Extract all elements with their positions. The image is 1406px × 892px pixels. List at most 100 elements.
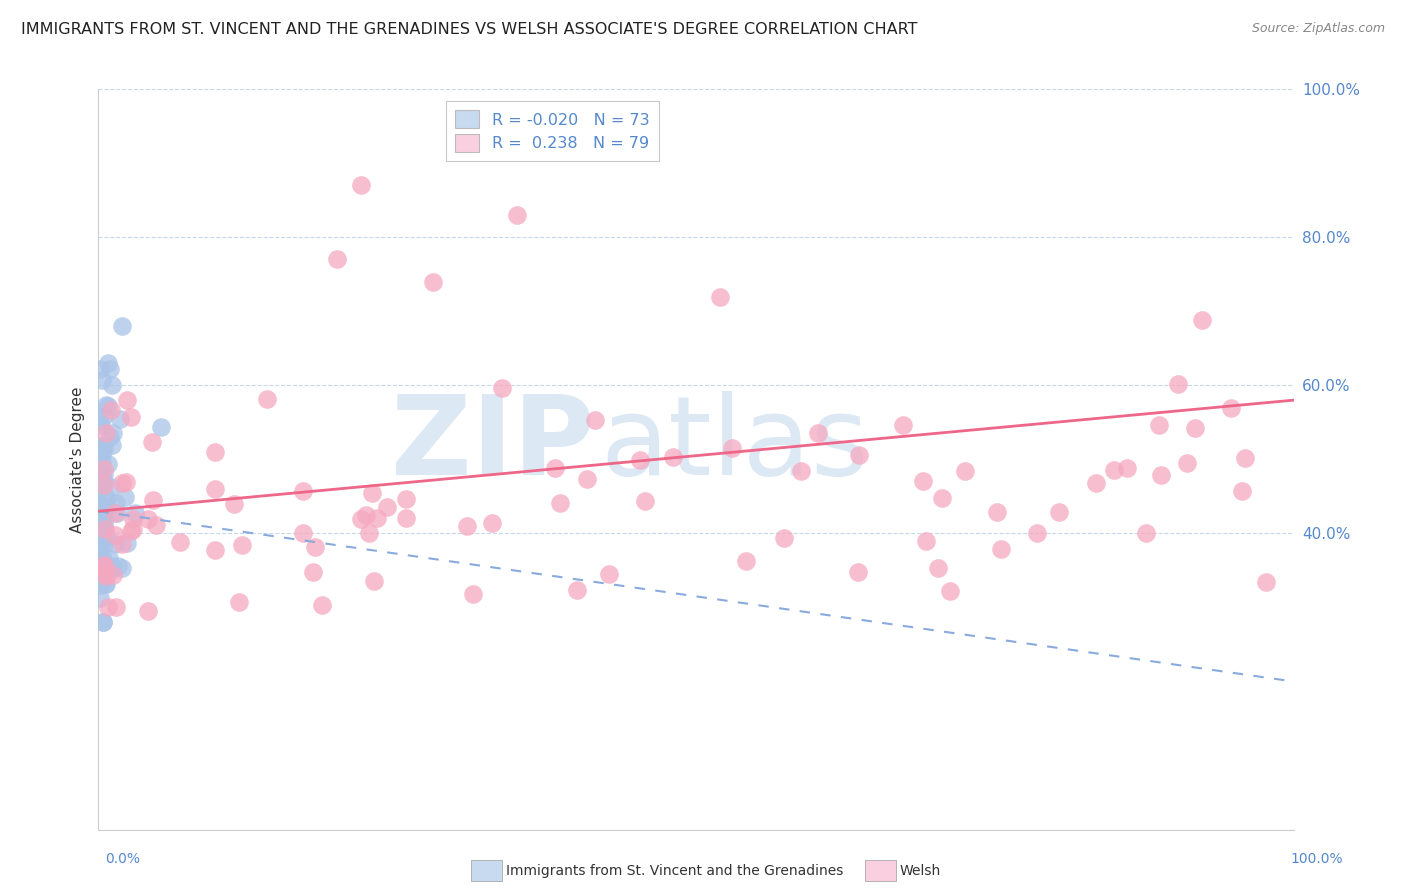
Point	[96, 425, 118, 440]
Point	[94, 569, 117, 583]
Point	[891, 417, 914, 432]
Point	[91, 444, 114, 458]
Point	[1191, 313, 1213, 327]
Point	[363, 574, 385, 589]
Point	[90, 533, 112, 547]
Point	[89, 518, 111, 533]
Point	[97, 356, 120, 370]
Point	[231, 538, 253, 552]
Point	[598, 566, 620, 581]
Point	[375, 500, 398, 515]
Point	[94, 490, 117, 504]
Point	[100, 559, 122, 574]
Point	[120, 409, 142, 424]
Point	[93, 538, 115, 552]
Point	[94, 398, 117, 412]
Point	[104, 506, 127, 520]
Point	[361, 486, 384, 500]
Point	[96, 494, 118, 508]
Point	[111, 319, 134, 334]
Text: atlas: atlas	[600, 391, 869, 498]
Point	[89, 474, 111, 488]
Point	[98, 551, 121, 566]
Point	[150, 419, 173, 434]
Point	[89, 572, 111, 586]
Point	[107, 559, 129, 574]
Point	[90, 501, 112, 516]
Point	[291, 526, 314, 541]
Point	[98, 430, 121, 444]
Text: ZIP: ZIP	[391, 391, 595, 498]
Point	[89, 446, 111, 460]
Point	[169, 535, 191, 549]
Point	[1150, 468, 1173, 483]
Point	[204, 542, 226, 557]
Point	[773, 531, 796, 545]
Point	[91, 554, 114, 568]
Point	[136, 512, 159, 526]
Point	[634, 494, 657, 508]
Point	[990, 542, 1012, 557]
Point	[90, 455, 112, 469]
Point	[1233, 450, 1256, 465]
Point	[111, 561, 134, 575]
Point	[302, 565, 325, 579]
Point	[87, 498, 110, 512]
Point	[481, 516, 503, 530]
Point	[461, 587, 484, 601]
Point	[111, 475, 134, 490]
Point	[93, 478, 115, 492]
Point	[91, 615, 114, 630]
Point	[93, 514, 115, 528]
Point	[846, 565, 869, 579]
Point	[87, 541, 110, 556]
Point	[1135, 526, 1157, 541]
Point	[103, 425, 125, 440]
Point	[104, 537, 127, 551]
Point	[204, 445, 226, 459]
Point	[1047, 505, 1070, 519]
Point	[89, 502, 111, 516]
Point	[93, 559, 115, 574]
Point	[1149, 417, 1171, 432]
Point	[91, 548, 114, 562]
Point	[311, 598, 333, 612]
Point	[142, 493, 165, 508]
Point	[103, 568, 125, 582]
Point	[1166, 376, 1188, 391]
Point	[357, 525, 380, 540]
Point	[89, 591, 111, 605]
Point	[100, 403, 122, 417]
Point	[1115, 461, 1137, 475]
Text: Source: ZipAtlas.com: Source: ZipAtlas.com	[1251, 22, 1385, 36]
Point	[366, 511, 388, 525]
Point	[104, 496, 127, 510]
Point	[807, 426, 830, 441]
Text: 0.0%: 0.0%	[105, 853, 141, 866]
Point	[1102, 463, 1125, 477]
Text: Welsh: Welsh	[900, 863, 941, 878]
Point	[848, 448, 870, 462]
Point	[104, 527, 127, 541]
Point	[94, 576, 117, 591]
Point	[98, 361, 121, 376]
Point	[304, 540, 326, 554]
Point	[93, 558, 115, 572]
Point	[326, 252, 349, 267]
Point	[228, 595, 250, 609]
Point	[122, 512, 145, 526]
Point	[90, 373, 112, 387]
Point	[100, 480, 122, 494]
Point	[1230, 484, 1253, 499]
Point	[89, 474, 111, 488]
Point	[94, 577, 117, 591]
Point	[114, 490, 136, 504]
Point	[506, 208, 529, 222]
Point	[491, 381, 513, 395]
Point	[115, 393, 138, 408]
Point	[395, 491, 418, 506]
Point	[422, 275, 444, 289]
Point	[120, 524, 142, 538]
Point	[91, 615, 114, 630]
Point	[939, 584, 962, 599]
